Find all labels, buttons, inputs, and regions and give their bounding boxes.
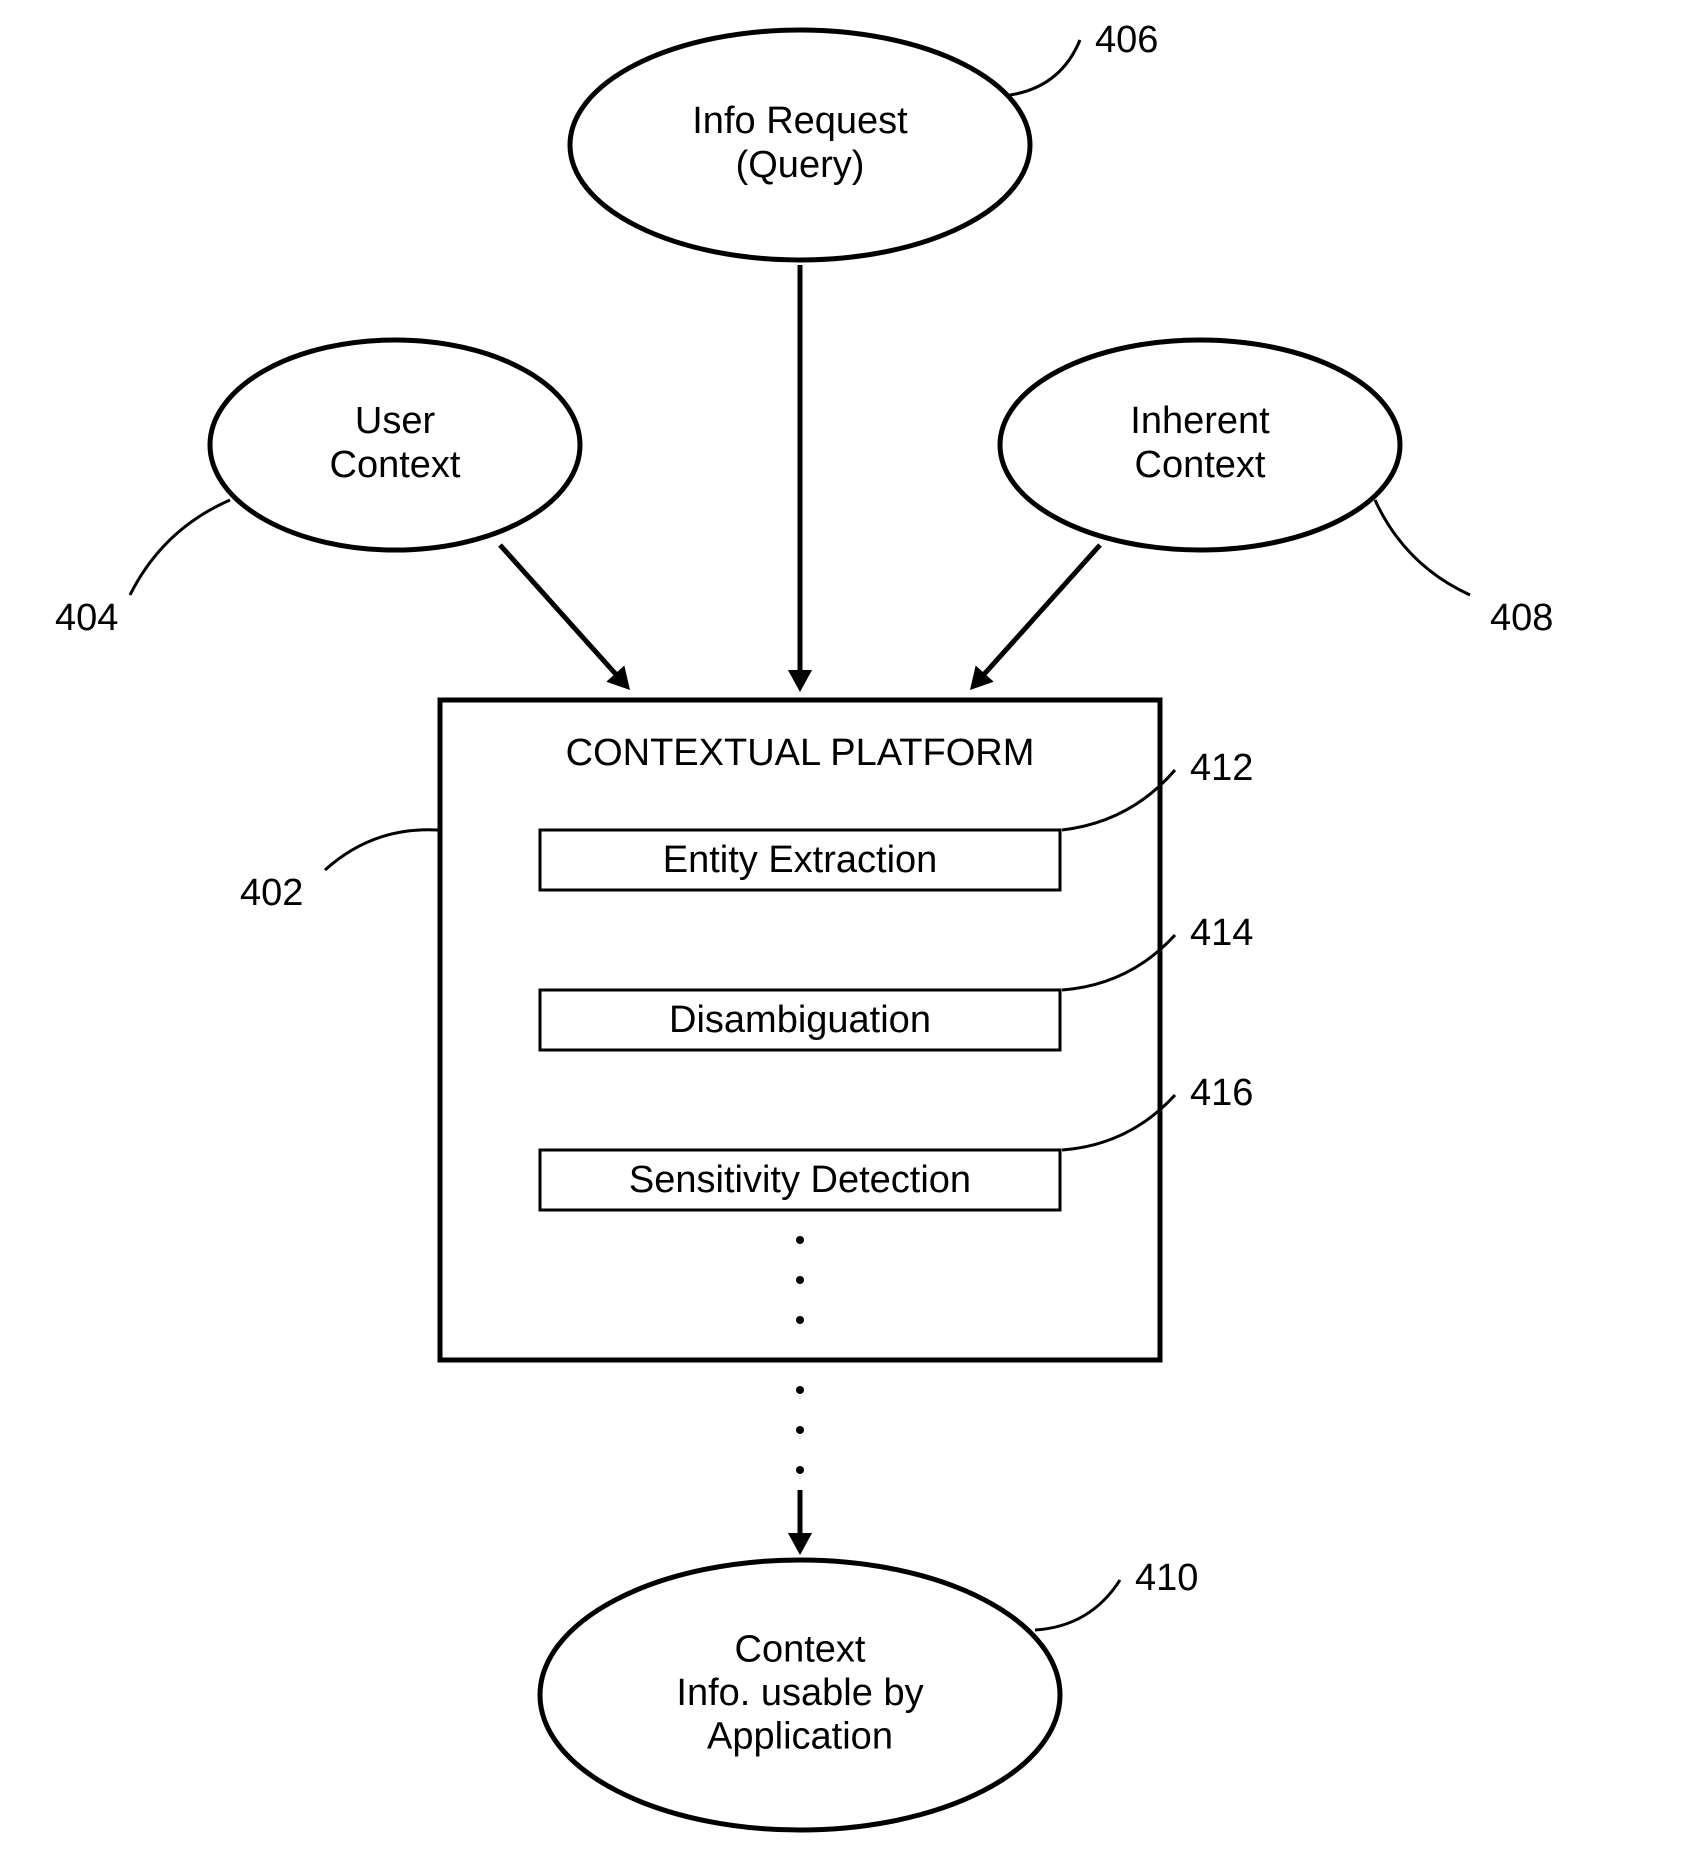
svg-text:404: 404 (55, 597, 118, 639)
svg-text:Info. usable by: Info. usable by (676, 1672, 923, 1714)
svg-text:414: 414 (1190, 912, 1253, 954)
svg-text:(Query): (Query) (736, 144, 865, 186)
svg-text:408: 408 (1490, 597, 1553, 639)
svg-text:412: 412 (1190, 747, 1253, 789)
svg-text:Disambiguation: Disambiguation (669, 999, 931, 1041)
svg-text:406: 406 (1095, 19, 1158, 61)
svg-text:Inherent: Inherent (1130, 400, 1270, 442)
svg-text:402: 402 (240, 872, 303, 914)
svg-text:Application: Application (707, 1716, 893, 1758)
svg-text:Entity Extraction: Entity Extraction (663, 839, 938, 881)
svg-text:416: 416 (1190, 1072, 1253, 1114)
svg-text:Info Request: Info Request (692, 100, 908, 142)
svg-text:CONTEXTUAL PLATFORM: CONTEXTUAL PLATFORM (566, 732, 1035, 774)
svg-text:Context: Context (735, 1628, 866, 1670)
svg-text:Context: Context (1135, 444, 1266, 486)
svg-text:Sensitivity Detection: Sensitivity Detection (629, 1159, 971, 1201)
svg-text:410: 410 (1135, 1557, 1198, 1599)
svg-text:User: User (355, 400, 436, 442)
svg-text:Context: Context (330, 444, 461, 486)
